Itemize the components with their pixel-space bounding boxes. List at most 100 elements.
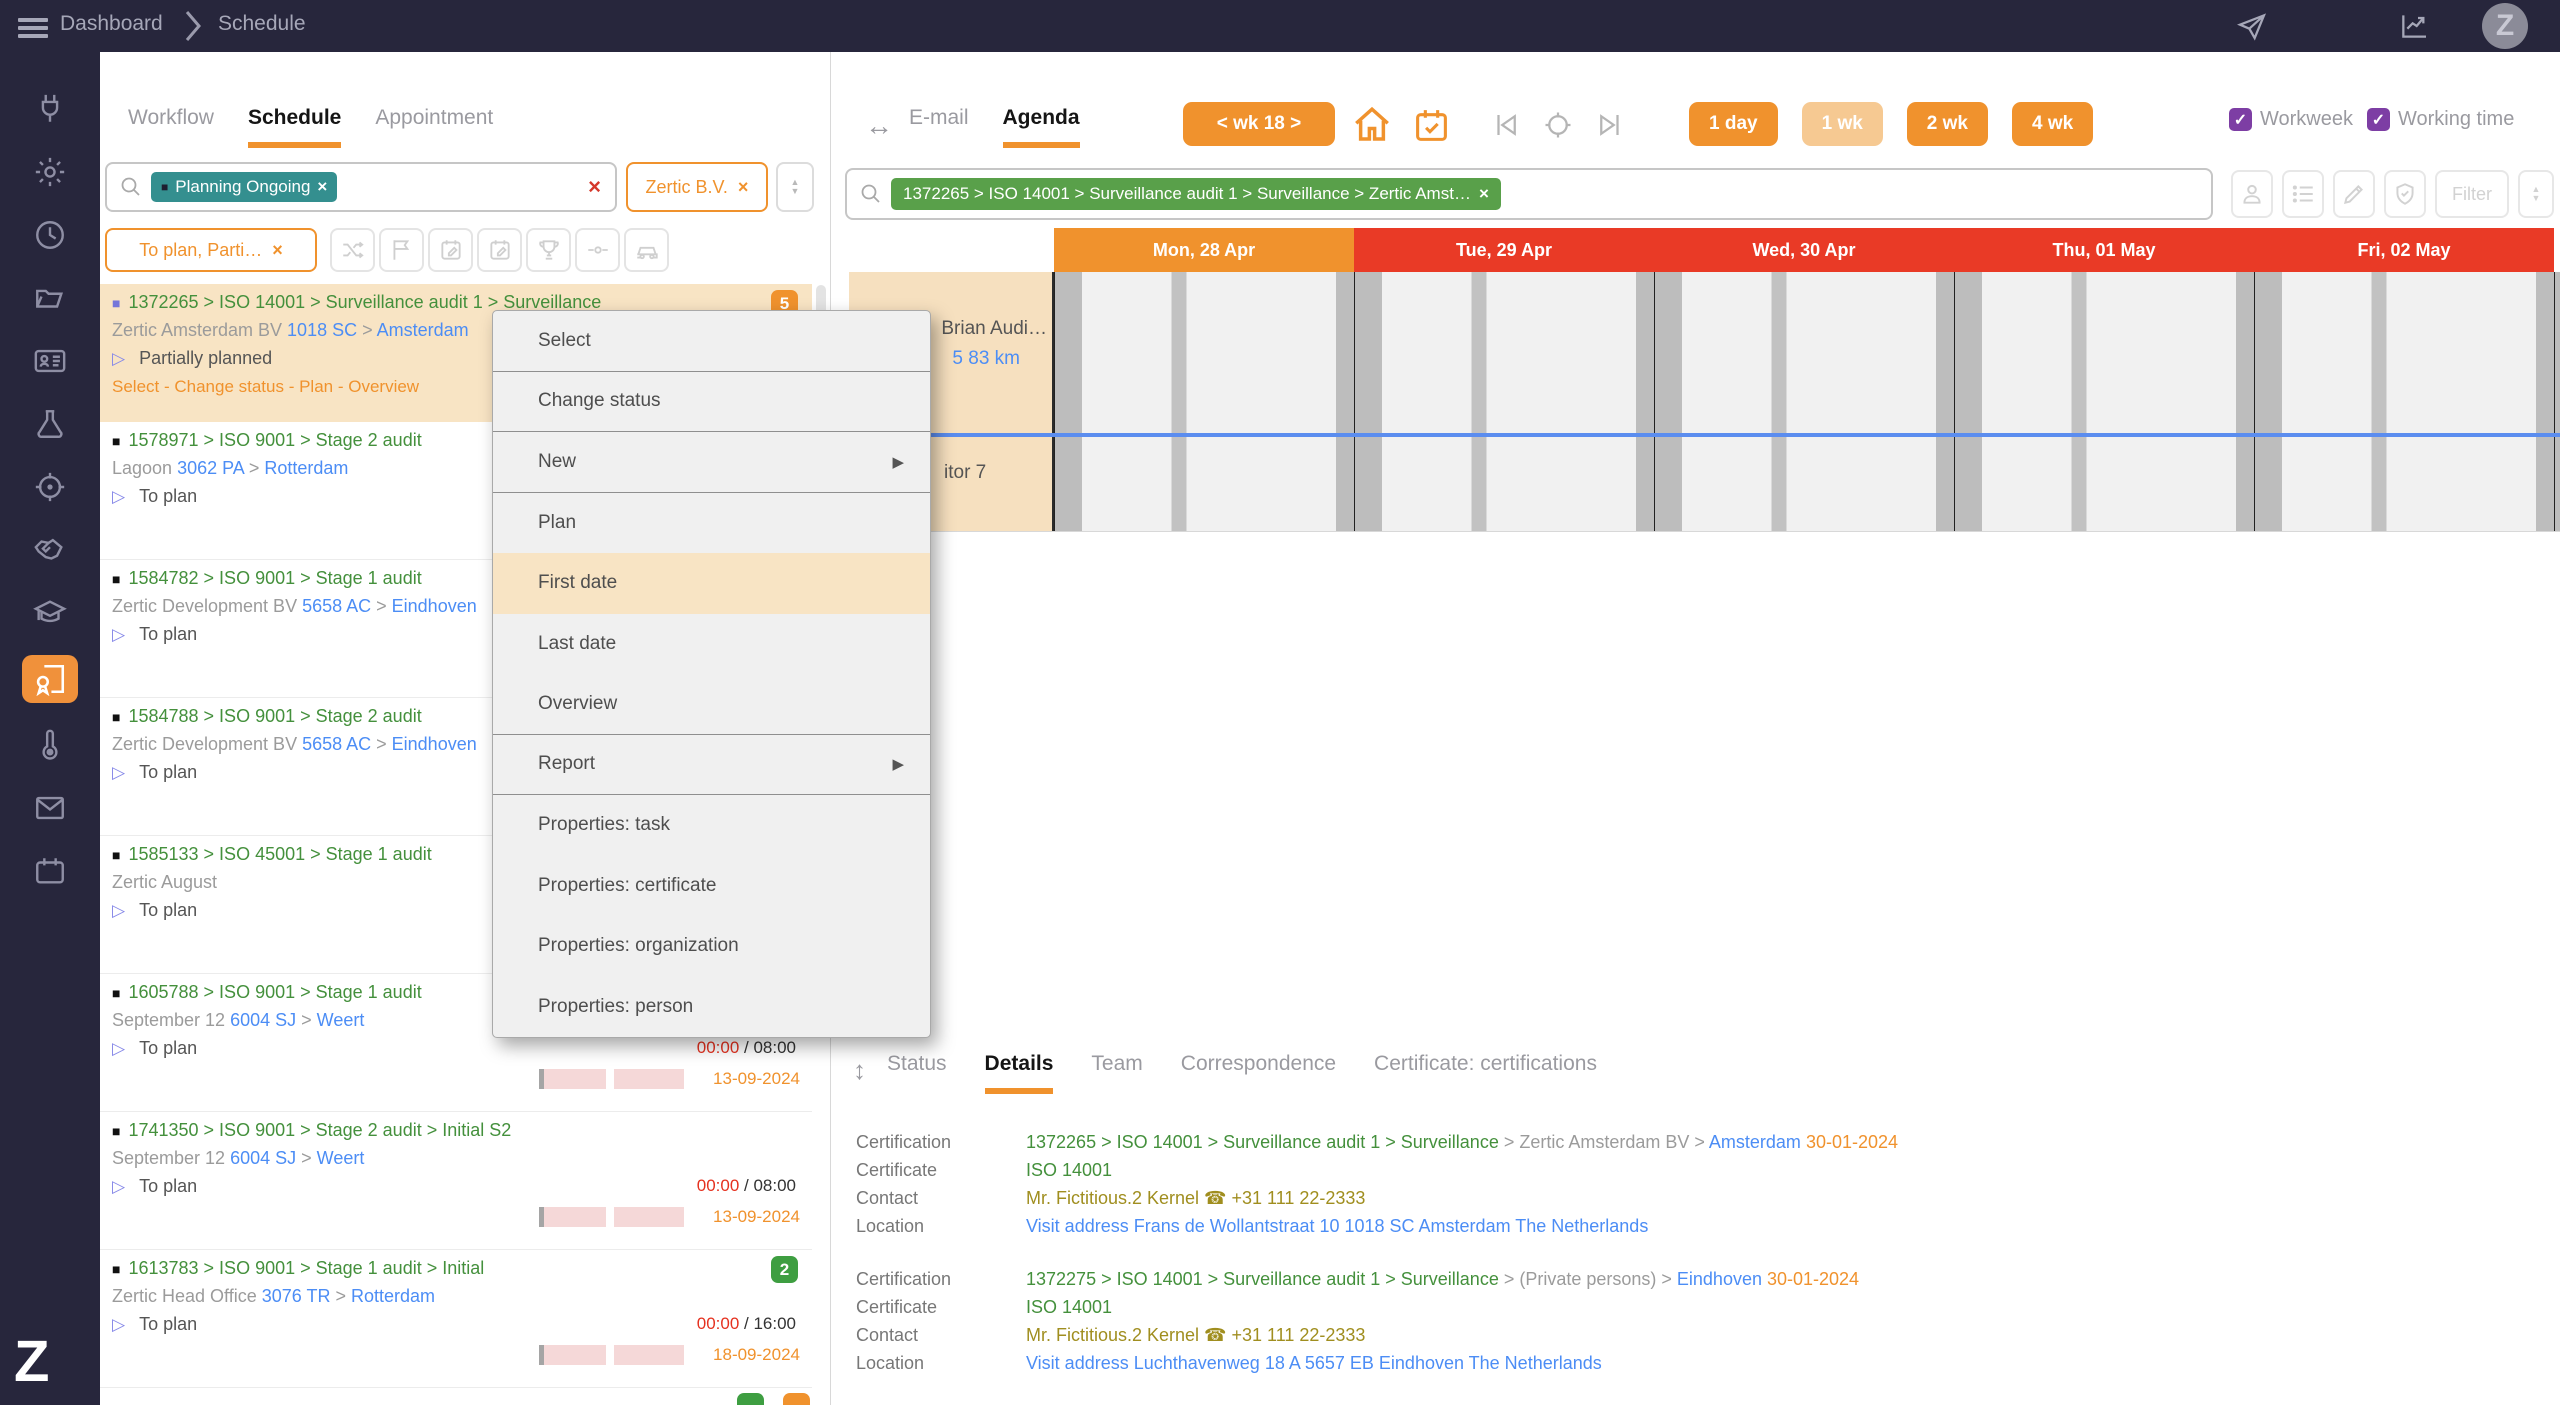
- chip-close-icon[interactable]: ×: [1478, 184, 1489, 203]
- day-column[interactable]: [2254, 272, 2554, 531]
- chip-close-icon[interactable]: ×: [317, 177, 328, 196]
- expand-triangle-icon[interactable]: ▷: [112, 349, 126, 368]
- expand-triangle-icon[interactable]: ▷: [112, 1039, 126, 1058]
- sidebar-item-settings-gear-icon[interactable]: [22, 151, 78, 193]
- list-view-button[interactable]: [2282, 170, 2324, 218]
- org-filter-chip[interactable]: Zertic B.V. ×: [626, 162, 768, 212]
- sidebar-item-handshake-icon[interactable]: [22, 529, 78, 571]
- checkbox-checked-icon[interactable]: ✓: [2229, 108, 2252, 131]
- task-quick-links[interactable]: Select - Change status - Plan - Overview: [112, 377, 420, 396]
- task-item[interactable]: ■ 1613783 > ISO 9001 > Stage 1 audit > In…: [100, 1250, 812, 1388]
- detail-value[interactable]: 1372275 > ISO 14001 > Surveillance audit…: [1026, 1269, 1860, 1289]
- car-button[interactable]: [624, 228, 669, 272]
- context-menu-item[interactable]: Properties: certificate: [538, 874, 717, 896]
- resize-panel-icon[interactable]: ↕: [853, 1055, 866, 1085]
- day-header[interactable]: Fri, 02 May: [2254, 228, 2554, 272]
- sidebar-item-calendar-icon[interactable]: [22, 850, 78, 892]
- day-header[interactable]: Mon, 28 Apr: [1054, 228, 1354, 272]
- resource-distance[interactable]: 5 83 km: [952, 348, 1020, 369]
- chip-close-icon[interactable]: ×: [272, 239, 283, 260]
- expand-triangle-icon[interactable]: ▷: [112, 763, 126, 782]
- zoom-range-button[interactable]: 1 wk: [1801, 102, 1883, 146]
- tab[interactable]: Team: [1091, 1052, 1143, 1075]
- context-menu-item[interactable]: Change status: [493, 372, 930, 432]
- detail-value[interactable]: Mr. Fictitious.2 Kernel ☎ +31 111 22-233…: [1026, 1188, 1366, 1208]
- day-header[interactable]: Tue, 29 Apr: [1354, 228, 1654, 272]
- sort-button[interactable]: ▲ ▼: [776, 162, 814, 212]
- send-icon[interactable]: [2236, 10, 2268, 42]
- zoom-range-button[interactable]: 4 wk: [2012, 102, 2094, 146]
- week-navigator-button[interactable]: < wk 18 >: [1183, 102, 1335, 146]
- resource-name[interactable]: itor 7: [944, 462, 987, 483]
- calendar-edit-button[interactable]: [428, 228, 473, 272]
- sidebar-item-certification-icon[interactable]: [22, 655, 78, 703]
- detail-value[interactable]: ISO 14001: [1026, 1160, 1113, 1180]
- expand-triangle-icon[interactable]: ▷: [112, 1315, 126, 1334]
- sidebar-item-thermometer-icon[interactable]: [22, 724, 78, 766]
- crosshair-icon[interactable]: [1543, 110, 1573, 140]
- context-menu-item[interactable]: New ▶: [493, 432, 930, 493]
- highlighter-button[interactable]: [2333, 170, 2375, 218]
- sidebar-item-plug-icon[interactable]: [22, 88, 78, 130]
- collapse-panel-icon[interactable]: ↔: [865, 110, 893, 141]
- filter-button[interactable]: Filter: [2435, 170, 2509, 218]
- sidebar-item-lab-flask-icon[interactable]: [22, 403, 78, 445]
- node-button[interactable]: [575, 228, 620, 272]
- context-menu-item[interactable]: Select: [493, 311, 930, 372]
- task-item[interactable]: ■ 1741350 > ISO 9001 > Stage 2 audit > In…: [100, 1112, 812, 1250]
- detail-value[interactable]: Visit address Frans de Wollantstraat 10 …: [1026, 1216, 1649, 1236]
- day-column[interactable]: [1354, 272, 1654, 531]
- shield-check-button[interactable]: [2384, 170, 2426, 218]
- person-button[interactable]: [2231, 170, 2273, 218]
- expand-triangle-icon[interactable]: ▷: [112, 901, 126, 920]
- tab[interactable]: Status: [887, 1052, 947, 1075]
- sidebar-item-mail-icon[interactable]: [22, 787, 78, 829]
- expand-triangle-icon[interactable]: ▷: [112, 625, 126, 644]
- context-menu-item[interactable]: First date: [493, 553, 930, 614]
- breadcrumb-schedule[interactable]: Schedule: [218, 12, 306, 35]
- flag-button[interactable]: [379, 228, 424, 272]
- tab[interactable]: Workflow: [128, 106, 214, 129]
- chip-close-icon[interactable]: ×: [737, 176, 749, 197]
- tab[interactable]: Appointment: [375, 106, 494, 129]
- detail-value[interactable]: ISO 14001: [1026, 1297, 1113, 1317]
- sort-button[interactable]: ▲ ▼: [2518, 170, 2554, 218]
- detail-value[interactable]: Visit address Luchthavenweg 18 A 5657 EB…: [1026, 1353, 1602, 1373]
- zoom-range-button[interactable]: 1 day: [1689, 102, 1778, 146]
- tab[interactable]: Correspondence: [1180, 1052, 1337, 1075]
- tab[interactable]: Schedule: [247, 106, 342, 148]
- sidebar-item-target-icon[interactable]: [22, 466, 78, 508]
- home-icon[interactable]: [1351, 104, 1393, 146]
- sidebar-item-history-clock-icon[interactable]: [22, 214, 78, 256]
- zoom-range-button[interactable]: 2 wk: [1906, 102, 1988, 146]
- agenda-search-input[interactable]: 1372265 > ISO 14001 > Surveillance audit…: [845, 168, 2213, 220]
- detail-value[interactable]: Mr. Fictitious.2 Kernel ☎ +31 111 22-233…: [1026, 1325, 1366, 1345]
- skip-to-start-icon[interactable]: [1491, 110, 1521, 140]
- detail-value[interactable]: 1372265 > ISO 14001 > Surveillance audit…: [1026, 1132, 1899, 1152]
- context-menu-item[interactable]: Report ▶: [493, 735, 930, 795]
- context-menu-item[interactable]: Properties: person: [538, 995, 694, 1017]
- context-menu-item[interactable]: Last date: [538, 632, 617, 654]
- calendar-check-icon[interactable]: [1413, 107, 1450, 144]
- tab[interactable]: E-mail: [909, 106, 969, 129]
- context-menu-item[interactable]: Properties: organization: [538, 935, 739, 957]
- day-column[interactable]: [1654, 272, 1954, 531]
- tab[interactable]: Details: [984, 1052, 1054, 1094]
- agenda-option-checkbox[interactable]: ✓ Workweek: [2229, 108, 2353, 131]
- user-avatar[interactable]: Z: [2482, 3, 2528, 49]
- status-filter-chip[interactable]: To plan, Parti… ×: [105, 228, 317, 272]
- breadcrumb-dashboard[interactable]: Dashboard: [60, 12, 163, 35]
- hamburger-menu-icon[interactable]: [18, 14, 48, 38]
- day-column[interactable]: [1054, 272, 1354, 531]
- checkbox-checked-icon[interactable]: ✓: [2367, 108, 2390, 131]
- context-menu-item[interactable]: Plan: [538, 511, 577, 533]
- sidebar-item-contact-card-icon[interactable]: [22, 340, 78, 382]
- day-column[interactable]: [1954, 272, 2254, 531]
- shuffle-button[interactable]: [330, 228, 375, 272]
- context-menu-item[interactable]: Overview: [493, 674, 930, 735]
- context-menu-item[interactable]: Properties: task: [538, 814, 670, 836]
- sidebar-item-folder-icon[interactable]: [22, 277, 78, 319]
- task-search-input[interactable]: ■ Planning Ongoing × ×: [105, 162, 617, 212]
- day-header[interactable]: Wed, 30 Apr: [1654, 228, 1954, 272]
- day-header[interactable]: Thu, 01 May: [1954, 228, 2254, 272]
